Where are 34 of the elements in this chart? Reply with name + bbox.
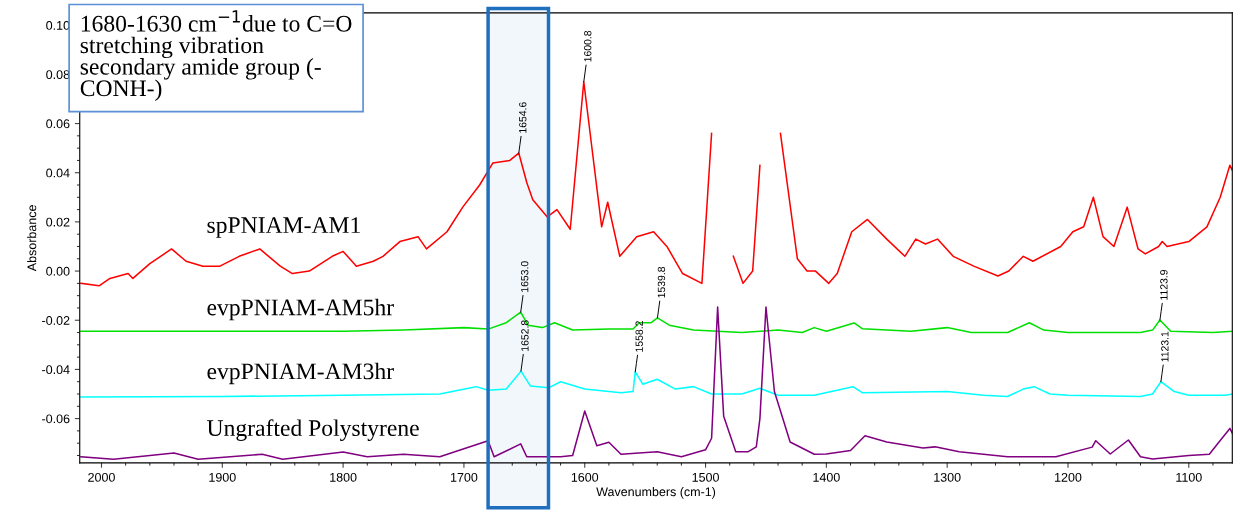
y-tick-label: 0.02 [46, 217, 70, 227]
x-tick-label: 1900 [209, 472, 236, 482]
annotation: 1680-1630 cm$^{−1}$due to C=O stretching vibration secondary amide group (- CONH-) [80, 10, 352, 102]
x-tick-label: 1500 [692, 472, 719, 482]
x-tick-label: 1800 [330, 472, 357, 482]
annotation: 1539.8 [657, 266, 666, 298]
y-tick-label: -0.06 [42, 414, 70, 424]
annotation: 1123.9 [1160, 269, 1168, 300]
annotation: 1654.6 [519, 102, 527, 133]
annotation: 1558.2 [635, 321, 643, 352]
y-tick-label: 0.04 [46, 168, 70, 178]
series-label: evpPNIAM-AM5hr [207, 298, 394, 321]
y-tick-label: 0.00 [46, 266, 70, 276]
x-tick-label: 1400 [813, 472, 840, 482]
annotation: 1653.0 [520, 261, 529, 292]
y-tick-label: 0.06 [46, 119, 70, 129]
x-axis-title: Wavenumbers (cm-1) [596, 487, 716, 499]
series-label: evpPNIAM-AM3hr [207, 362, 394, 385]
y-tick-label: -0.04 [42, 365, 70, 375]
annotation: 1600.8 [584, 30, 592, 62]
y-tick-label: 0.08 [46, 70, 70, 80]
x-tick-label: 1200 [1055, 472, 1082, 482]
x-tick-label: 1600 [571, 472, 599, 482]
annotation: 1652.8 [521, 320, 529, 351]
y-tick-label: -0.02 [42, 316, 70, 325]
x-tick-label: 2000 [88, 472, 115, 482]
x-tick-label: 1700 [450, 472, 478, 482]
x-tick-label: 1100 [1176, 472, 1202, 482]
y-tick-label: 0.10 [46, 20, 70, 30]
series-label: Ungrafted Polystyrene [207, 419, 419, 441]
annotation: 1123.1 [1161, 331, 1169, 362]
x-tick-label: 1300 [934, 472, 961, 482]
series-label: spPNIAM-AM1 [207, 217, 360, 238]
y-axis-title: Absorbance [27, 205, 37, 272]
